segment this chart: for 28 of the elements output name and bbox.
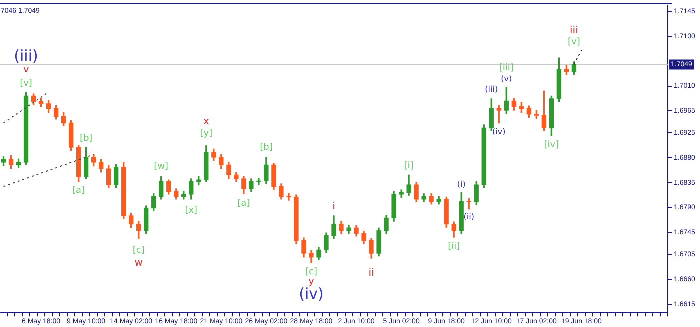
annotation: x — [203, 116, 210, 128]
annotation: i — [332, 202, 336, 213]
annotation: [w] — [154, 162, 169, 172]
annotation: (ii) — [464, 212, 474, 222]
annotation: w — [134, 258, 143, 270]
annotation: [v] — [568, 37, 580, 48]
annotation: [c] — [305, 267, 318, 278]
annotation: [i] — [404, 161, 414, 172]
annotation: [ii] — [448, 242, 460, 252]
annotation: [c] — [132, 246, 145, 256]
annotation: (iv) — [492, 127, 506, 136]
annotation: [v] — [20, 79, 32, 90]
annotation: [x] — [185, 206, 198, 216]
annotation: y — [308, 276, 315, 288]
annotation: [a] — [238, 199, 250, 210]
annotation: (iii) — [485, 85, 498, 94]
annotation: [a] — [72, 186, 86, 196]
annotation: [b] — [260, 142, 273, 153]
annotation: (v) — [501, 74, 512, 84]
annotation: [y] — [200, 129, 213, 140]
annotation: [iv] — [544, 140, 560, 150]
annotation: v — [23, 64, 30, 76]
annotation: (i) — [457, 180, 466, 189]
annotation: ii — [368, 268, 374, 280]
annotation: iii — [570, 26, 578, 37]
annotation: [b] — [80, 134, 93, 144]
annotation: (iii) — [14, 46, 38, 65]
annotation: [iii] — [499, 64, 514, 74]
